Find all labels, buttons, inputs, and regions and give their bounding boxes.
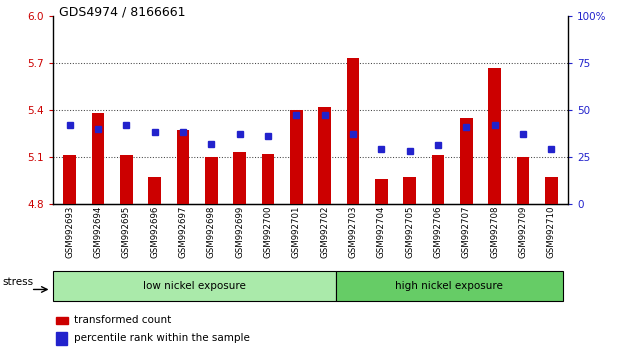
Bar: [53, 271, 336, 301]
Bar: [205, 156, 218, 204]
Text: GSM992704: GSM992704: [377, 206, 386, 258]
Text: high nickel exposure: high nickel exposure: [396, 281, 503, 291]
Bar: [233, 152, 246, 204]
Bar: [261, 154, 274, 204]
Bar: [120, 155, 133, 204]
Bar: [336, 271, 563, 301]
Text: GSM992705: GSM992705: [405, 206, 414, 258]
Bar: [347, 58, 360, 204]
Text: GSM992697: GSM992697: [179, 206, 188, 258]
Text: low nickel exposure: low nickel exposure: [143, 281, 246, 291]
Bar: [319, 107, 331, 204]
Text: GSM992698: GSM992698: [207, 206, 216, 258]
Bar: [92, 113, 104, 204]
Text: GSM992702: GSM992702: [320, 206, 329, 258]
Text: GSM992695: GSM992695: [122, 206, 131, 258]
Text: GSM992706: GSM992706: [433, 206, 442, 258]
Bar: [148, 177, 161, 204]
Text: GSM992708: GSM992708: [490, 206, 499, 258]
Text: GSM992696: GSM992696: [150, 206, 159, 258]
Text: GDS4974 / 8166661: GDS4974 / 8166661: [59, 5, 186, 18]
Text: transformed count: transformed count: [75, 315, 171, 325]
Bar: [517, 156, 529, 204]
Bar: [460, 118, 473, 204]
Bar: [403, 177, 416, 204]
Bar: [177, 130, 189, 204]
Bar: [488, 68, 501, 204]
Bar: [375, 178, 388, 204]
Text: GSM992699: GSM992699: [235, 206, 244, 258]
Bar: [56, 332, 66, 345]
Text: GSM992703: GSM992703: [348, 206, 358, 258]
Text: percentile rank within the sample: percentile rank within the sample: [75, 333, 250, 343]
Text: GSM992709: GSM992709: [519, 206, 527, 258]
Bar: [290, 110, 302, 204]
Text: stress: stress: [3, 277, 34, 287]
Text: GSM992701: GSM992701: [292, 206, 301, 258]
Text: GSM992710: GSM992710: [546, 206, 556, 258]
Bar: [432, 155, 444, 204]
Bar: [56, 317, 68, 324]
Text: GSM992693: GSM992693: [65, 206, 75, 258]
Text: GSM992694: GSM992694: [94, 206, 102, 258]
Text: GSM992700: GSM992700: [263, 206, 273, 258]
Text: GSM992707: GSM992707: [462, 206, 471, 258]
Bar: [545, 177, 558, 204]
Bar: [63, 155, 76, 204]
